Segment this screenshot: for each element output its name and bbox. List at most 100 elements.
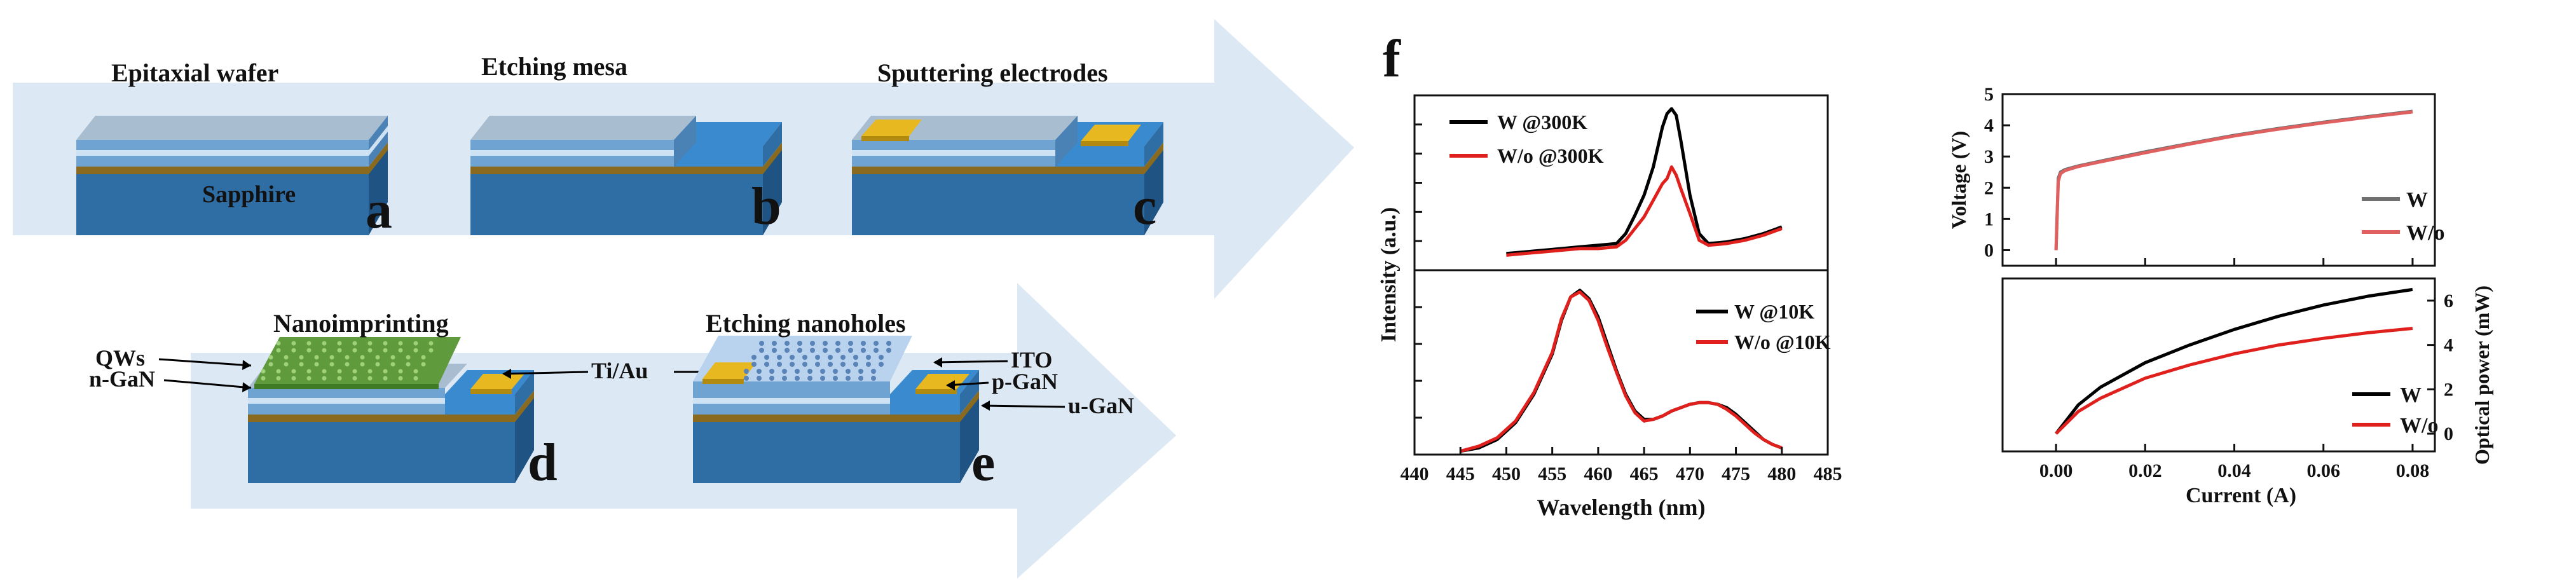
imprint-dot (406, 355, 411, 360)
imprint-dot (345, 355, 350, 360)
imprint-dot (398, 348, 403, 353)
nanohole (764, 362, 769, 367)
imprint-dot (276, 369, 281, 374)
pl-ylabel: Intensity (a.u.) (1377, 207, 1401, 343)
series-line-lp-0 (2055, 287, 2413, 435)
ytick-label-lp: 2 (2444, 379, 2453, 400)
nanohole (757, 376, 762, 381)
xtick-label-lp: 0.00 (2039, 460, 2073, 481)
nanohole (848, 341, 853, 346)
nanohole (866, 355, 871, 360)
imprint-dot (337, 341, 342, 346)
nanohole (759, 341, 764, 346)
imprint-dot (291, 348, 296, 353)
imprint-dot (291, 341, 296, 346)
imprint-dot (367, 369, 373, 374)
nanohole (759, 348, 764, 353)
nanohole (861, 348, 866, 353)
imprint-dot (291, 369, 296, 374)
imprint-dot (413, 348, 418, 353)
xtick-label-lp: 0.06 (2306, 460, 2340, 481)
imprint-dot (306, 348, 312, 353)
imprint-dot (306, 369, 312, 374)
imprint-dot (322, 348, 327, 353)
nanohole (790, 362, 795, 367)
nanohole (835, 348, 840, 353)
imprint-dot (421, 355, 426, 360)
lp-chart: 0 2 4 6 0.00 0.02 0.04 0.06 0.08 (2039, 287, 2453, 481)
pointer-pgan-head (946, 380, 955, 390)
imprint-dot (337, 369, 342, 374)
nanohole (744, 376, 749, 381)
label-tiau: Ti/Au (591, 358, 648, 383)
xtick-label-pl: 485 (1814, 463, 1842, 484)
nanohole (807, 369, 812, 374)
nanohole (795, 369, 800, 374)
ytick-label-lp: 6 (2444, 291, 2453, 312)
imprint-dot (367, 376, 373, 381)
xtick-label-pl: 470 (1676, 463, 1704, 484)
nanohole (757, 369, 762, 374)
nanohole (802, 355, 807, 360)
imprint-dot (337, 348, 342, 353)
nanohole (866, 362, 871, 367)
ytick-label-iv: 5 (1984, 84, 1994, 105)
nanohole (810, 341, 815, 346)
nanohole (772, 348, 777, 353)
nanohole (871, 376, 876, 381)
imprint-dot (383, 376, 388, 381)
nanohole (833, 369, 838, 374)
nanohole (777, 355, 782, 360)
nanohole (784, 348, 790, 353)
label-ngan: n-GaN (89, 366, 155, 392)
imprint-dot (322, 376, 327, 381)
imprint-dot (284, 362, 289, 367)
imprint-dot (306, 341, 312, 346)
imprint-dot (352, 376, 357, 381)
pointer-ngan-head (242, 382, 251, 392)
imprint-dot (398, 376, 403, 381)
step-nanoimprinting (248, 337, 534, 483)
xtick-label-pl: 460 (1584, 463, 1612, 484)
nanohole (835, 341, 840, 346)
nanohole (840, 362, 846, 367)
ytick-label-iv: 3 (1984, 146, 1994, 167)
imprint-dot (390, 362, 395, 367)
imprint-dot (329, 362, 334, 367)
nanohole (846, 369, 851, 374)
nanohole (769, 376, 774, 381)
nanohole (777, 362, 782, 367)
ytick-label-iv: 2 (1984, 177, 1994, 198)
ytick-label-lp: 4 (2444, 335, 2453, 356)
xtick-label-pl: 445 (1446, 463, 1475, 484)
imprint-dot (375, 355, 380, 360)
nanohole (874, 341, 879, 346)
imprint-dot (421, 362, 426, 367)
step-title-c: Sputtering electrodes (877, 58, 1108, 87)
xtick-label-lp: 0.02 (2128, 460, 2162, 481)
legend-lp-w: W (2400, 383, 2422, 407)
nanohole (840, 355, 846, 360)
imprint-dot (406, 362, 411, 367)
xtick-label-lp: 0.04 (2217, 460, 2251, 481)
pointer-tiau-left-head (502, 369, 511, 379)
legend-iv-wo: W/o (2406, 221, 2444, 245)
step-title-a: Epitaxial wafer (111, 58, 278, 87)
legend-wo-10k: W/o @10K (1734, 331, 1831, 353)
imprint-dot (352, 348, 357, 353)
label-ito: ITO (1011, 347, 1052, 373)
imprint-dot (299, 362, 304, 367)
series-line-lp-1 (2055, 327, 2413, 435)
imprint-dot (284, 355, 289, 360)
nanohole (871, 369, 876, 374)
nanohole (874, 348, 879, 353)
nanohole (886, 348, 891, 353)
imprint-dot (314, 362, 319, 367)
imprint-dot (329, 355, 334, 360)
nanohole (861, 341, 866, 346)
nanohole (815, 355, 820, 360)
series-line-pl_300K-1 (1506, 165, 1783, 257)
imprint-dot (413, 376, 418, 381)
nanohole (795, 376, 800, 381)
pointer-ugan (982, 404, 1065, 408)
